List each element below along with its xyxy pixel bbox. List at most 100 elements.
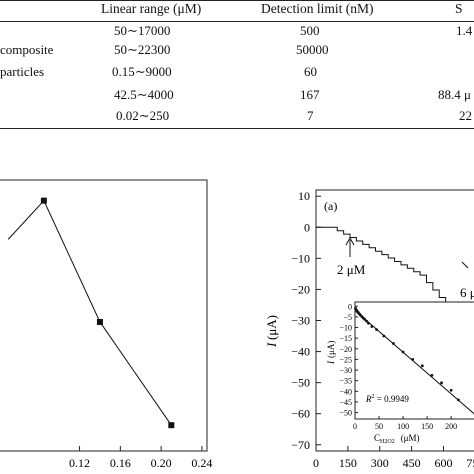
right-xtick-label: 300 <box>371 456 389 470</box>
inset-data-point <box>456 398 460 402</box>
right-ytick-label: −30 <box>291 314 310 328</box>
cell-limit: 7 <box>307 108 314 123</box>
inset-data-point <box>411 358 415 361</box>
cell-sensitivity: 22 <box>459 108 472 123</box>
annotation-2um: 2 μM <box>337 236 366 277</box>
right-ytick-label: −10 <box>291 251 310 265</box>
inset-data-point <box>440 381 443 385</box>
left-xtick-label: 0.16 <box>110 456 131 470</box>
inset-frame <box>354 301 474 420</box>
inset-ylabel-italic: I <box>326 360 336 365</box>
row-label: particles <box>0 64 45 79</box>
cell-range: 50∼17000 <box>114 23 171 38</box>
header-sensitivity: S <box>455 1 463 16</box>
left-data-point <box>96 318 103 325</box>
inset-ytick-label: −30 <box>339 366 352 375</box>
inset-data-point <box>430 373 434 377</box>
left-xtick-label: 0.24 <box>191 456 212 470</box>
inset-fit-line <box>354 310 474 415</box>
cell-limit: 500 <box>300 23 320 38</box>
inset-ytick-label: −20 <box>339 345 352 354</box>
annotation-label: 6 μ <box>460 285 474 300</box>
inset-data-point <box>367 321 370 325</box>
inset-xtick-label: 100 <box>397 422 409 431</box>
inset-ytick-label: −5 <box>343 313 352 322</box>
header-linear-range: Linear range (μM) <box>101 1 202 16</box>
right-xtick-label: 450 <box>403 456 421 470</box>
left-plot-frame <box>0 179 208 452</box>
inset-xtick-label: 150 <box>421 422 433 431</box>
inset-data-point <box>375 328 379 332</box>
inset-ytick-label: −50 <box>339 409 352 418</box>
table-top-rule <box>0 0 474 1</box>
inset-data-point <box>365 319 368 323</box>
left-series-line <box>7 199 172 426</box>
inset-xtick-label: 200 <box>445 422 457 431</box>
left-xtick-label: 0.12 <box>69 456 90 470</box>
inset-ylabel-unit: (μA) <box>326 341 336 358</box>
cell-limit: 60 <box>304 64 317 79</box>
inset-r2-prefix: R <box>365 394 372 404</box>
cell-limit: 167 <box>300 87 320 102</box>
right-ytick-label: −70 <box>291 438 310 452</box>
left-data-point <box>168 422 175 429</box>
inset-r2: R2 = 0.9949 <box>365 394 409 404</box>
right-xtick-label: 600 <box>435 456 453 470</box>
inset-data-point <box>420 364 424 368</box>
right-chart: 100−10−20−30−40−50−60−700150300450600750… <box>264 189 474 470</box>
inset-data-point <box>449 388 453 392</box>
cell-range: 0.15∼9000 <box>112 64 172 79</box>
annotation-label: 2 μM <box>337 262 366 277</box>
header-detection-limit: Detection limit (nM) <box>261 1 374 16</box>
inset-data-point <box>392 342 395 345</box>
inset-data-point <box>401 350 405 354</box>
right-ylabel-unit: (μA) <box>264 315 279 340</box>
cell-sensitivity: 1.4 <box>456 23 473 38</box>
right-xtick-label: 0 <box>313 456 319 470</box>
right-ytick-label: −40 <box>291 345 310 359</box>
inset-ytick-label: −25 <box>339 355 352 364</box>
table-bottom-rule <box>0 128 474 129</box>
cell-sensitivity: 88.4 μ <box>438 87 471 102</box>
right-ytick-label: −20 <box>291 282 310 296</box>
left-chart: 0.12 0.16 0.20 0.24 <box>0 179 212 470</box>
cell-range: 42.5∼4000 <box>114 87 174 102</box>
inset-ytick-label: −35 <box>339 377 352 386</box>
left-xtick-label: 0.20 <box>151 456 172 470</box>
inset-xlabel-sub: H2O2 <box>380 439 395 445</box>
inset-ytick-label: −45 <box>339 398 352 407</box>
inset-xlabel: CH2O2 (μM) <box>374 433 420 445</box>
inset-ytick-label: 0 <box>348 302 352 311</box>
right-xtick-label: 750 <box>466 456 474 470</box>
inset-ytick-label: −15 <box>339 334 352 343</box>
right-ylabel-italic: I <box>264 342 279 348</box>
table-header-rule <box>0 21 474 22</box>
right-ytick-label: 10 <box>298 189 310 203</box>
right-ytick-label: −50 <box>291 376 310 390</box>
inset-data-point <box>382 334 386 338</box>
inset-data-point <box>363 317 367 321</box>
inset-r2-sup: 2 <box>372 394 375 400</box>
left-data-point <box>40 197 47 204</box>
cell-range: 50∼22300 <box>114 42 171 57</box>
inset-xlabel-unit: (μM) <box>401 433 420 443</box>
cell-range: 0.02∼250 <box>116 108 170 123</box>
right-ytick-label: 0 <box>304 220 310 234</box>
inset-r2-value: = 0.9949 <box>375 394 410 404</box>
annotation-arrowhead <box>345 236 355 246</box>
inset-chart: 0−5−10−15−20−25−30−35−40−45−500 50 100 150 2… <box>326 301 474 445</box>
row-label: composite <box>0 42 54 57</box>
annotation-arrowhead <box>461 261 469 269</box>
inset-data-point <box>370 325 374 328</box>
right-xtick-label: 150 <box>339 456 357 470</box>
inset-xlabel-main: C <box>374 433 380 443</box>
inset-ytick-label: −40 <box>339 387 352 396</box>
right-ytick-label: −60 <box>291 407 310 421</box>
inset-xtick-label: 0 <box>353 422 357 431</box>
panel-label: (a) <box>324 199 337 213</box>
annotation-6u: 6 μ <box>460 261 474 300</box>
comparison-table: Linear range (μM) Detection limit (nM) S… <box>0 0 474 135</box>
cell-limit: 50000 <box>296 42 329 57</box>
inset-xtick-label: 50 <box>375 422 383 431</box>
